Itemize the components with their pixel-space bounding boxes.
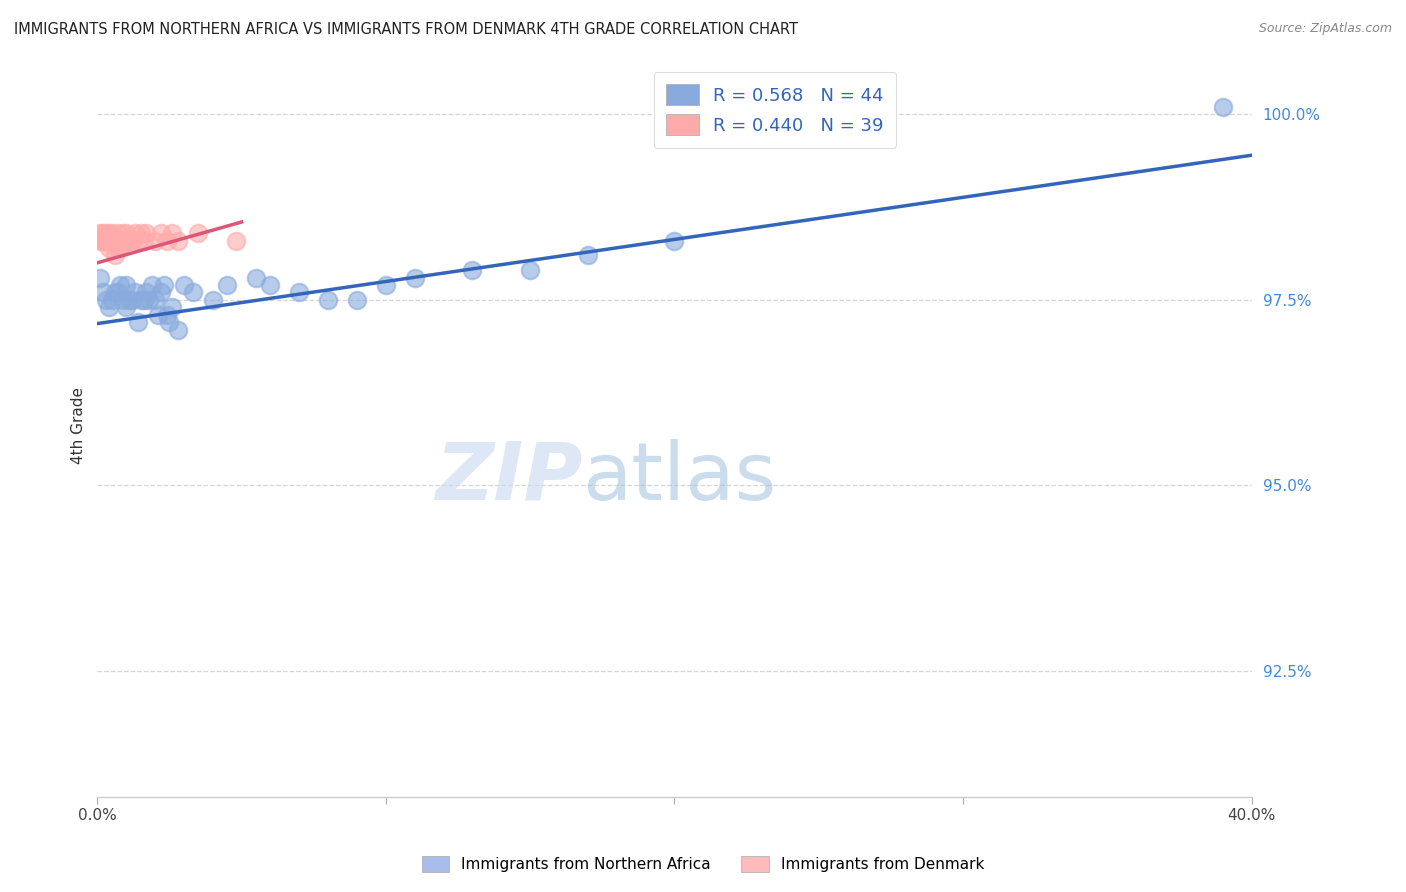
Point xyxy=(576,248,599,262)
Point xyxy=(288,285,311,300)
Point xyxy=(346,293,368,307)
Point xyxy=(201,293,224,307)
Point xyxy=(127,315,149,329)
Point xyxy=(107,285,129,300)
Point xyxy=(167,234,190,248)
Point xyxy=(461,263,484,277)
Point xyxy=(374,278,396,293)
Text: atlas: atlas xyxy=(582,439,776,516)
Point xyxy=(89,234,111,248)
Point xyxy=(94,226,117,240)
Point xyxy=(101,226,124,240)
Point xyxy=(129,226,152,240)
Point xyxy=(94,293,117,307)
Point xyxy=(149,226,172,240)
Point xyxy=(132,293,155,307)
Point xyxy=(91,226,114,240)
Point xyxy=(97,226,120,240)
Point xyxy=(155,234,177,248)
Point xyxy=(259,278,281,293)
Point xyxy=(124,285,146,300)
Point xyxy=(155,308,177,322)
Legend: Immigrants from Northern Africa, Immigrants from Denmark: Immigrants from Northern Africa, Immigra… xyxy=(413,848,993,880)
Point xyxy=(97,234,120,248)
Point xyxy=(101,293,124,307)
Point xyxy=(112,293,135,307)
Point xyxy=(97,241,120,255)
Point xyxy=(127,234,149,248)
Point xyxy=(118,293,141,307)
Text: ZIP: ZIP xyxy=(434,439,582,516)
Point xyxy=(181,285,204,300)
Point xyxy=(115,226,138,240)
Y-axis label: 4th Grade: 4th Grade xyxy=(72,387,86,465)
Point xyxy=(143,234,166,248)
Point xyxy=(104,248,127,262)
Text: Source: ZipAtlas.com: Source: ZipAtlas.com xyxy=(1258,22,1392,36)
Text: IMMIGRANTS FROM NORTHERN AFRICA VS IMMIGRANTS FROM DENMARK 4TH GRADE CORRELATION: IMMIGRANTS FROM NORTHERN AFRICA VS IMMIG… xyxy=(14,22,799,37)
Point xyxy=(173,278,195,293)
Point xyxy=(89,226,111,240)
Point xyxy=(664,234,686,248)
Point xyxy=(91,234,114,248)
Point xyxy=(138,293,160,307)
Point xyxy=(225,234,247,248)
Point xyxy=(143,293,166,307)
Point xyxy=(162,300,184,314)
Point xyxy=(152,278,174,293)
Point xyxy=(97,300,120,314)
Point xyxy=(162,226,184,240)
Point xyxy=(110,278,132,293)
Point xyxy=(135,226,157,240)
Point xyxy=(115,234,138,248)
Point xyxy=(187,226,209,240)
Point xyxy=(1212,100,1234,114)
Point xyxy=(141,278,163,293)
Legend: R = 0.568   N = 44, R = 0.440   N = 39: R = 0.568 N = 44, R = 0.440 N = 39 xyxy=(654,71,896,147)
Point xyxy=(149,285,172,300)
Point xyxy=(107,234,129,248)
Point xyxy=(104,234,127,248)
Point xyxy=(217,278,239,293)
Point xyxy=(89,270,111,285)
Point xyxy=(115,300,138,314)
Point xyxy=(110,234,132,248)
Point xyxy=(112,226,135,240)
Point xyxy=(91,234,114,248)
Point xyxy=(121,234,143,248)
Point xyxy=(91,285,114,300)
Point xyxy=(132,234,155,248)
Point xyxy=(135,285,157,300)
Point xyxy=(110,241,132,255)
Point xyxy=(107,241,129,255)
Point xyxy=(245,270,267,285)
Point xyxy=(94,234,117,248)
Point xyxy=(115,278,138,293)
Point xyxy=(124,226,146,240)
Point xyxy=(146,308,169,322)
Point xyxy=(101,234,124,248)
Point xyxy=(316,293,339,307)
Point xyxy=(519,263,541,277)
Point xyxy=(129,293,152,307)
Point xyxy=(104,285,127,300)
Point xyxy=(118,234,141,248)
Point xyxy=(404,270,426,285)
Point xyxy=(101,234,124,248)
Point xyxy=(167,322,190,336)
Point xyxy=(107,226,129,240)
Point xyxy=(121,293,143,307)
Point xyxy=(159,315,181,329)
Point xyxy=(112,234,135,248)
Point xyxy=(94,234,117,248)
